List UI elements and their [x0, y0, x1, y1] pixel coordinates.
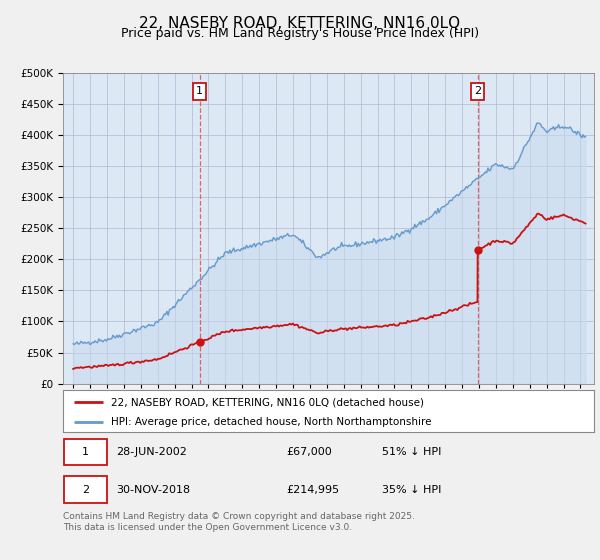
Text: £67,000: £67,000 — [286, 447, 332, 457]
Text: 28-JUN-2002: 28-JUN-2002 — [116, 447, 187, 457]
Text: 22, NASEBY ROAD, KETTERING, NN16 0LQ: 22, NASEBY ROAD, KETTERING, NN16 0LQ — [139, 16, 461, 31]
Text: 35% ↓ HPI: 35% ↓ HPI — [382, 484, 441, 494]
Text: 2: 2 — [474, 86, 481, 96]
Text: HPI: Average price, detached house, North Northamptonshire: HPI: Average price, detached house, Nort… — [111, 417, 431, 427]
Text: Price paid vs. HM Land Registry's House Price Index (HPI): Price paid vs. HM Land Registry's House … — [121, 27, 479, 40]
Text: 30-NOV-2018: 30-NOV-2018 — [116, 484, 190, 494]
FancyBboxPatch shape — [64, 438, 107, 465]
FancyBboxPatch shape — [64, 477, 107, 503]
Text: £214,995: £214,995 — [286, 484, 339, 494]
Text: 1: 1 — [82, 447, 89, 457]
Text: Contains HM Land Registry data © Crown copyright and database right 2025.
This d: Contains HM Land Registry data © Crown c… — [63, 512, 415, 532]
Text: 51% ↓ HPI: 51% ↓ HPI — [382, 447, 441, 457]
Text: 2: 2 — [82, 484, 89, 494]
Text: 22, NASEBY ROAD, KETTERING, NN16 0LQ (detached house): 22, NASEBY ROAD, KETTERING, NN16 0LQ (de… — [111, 397, 424, 407]
Text: 1: 1 — [196, 86, 203, 96]
